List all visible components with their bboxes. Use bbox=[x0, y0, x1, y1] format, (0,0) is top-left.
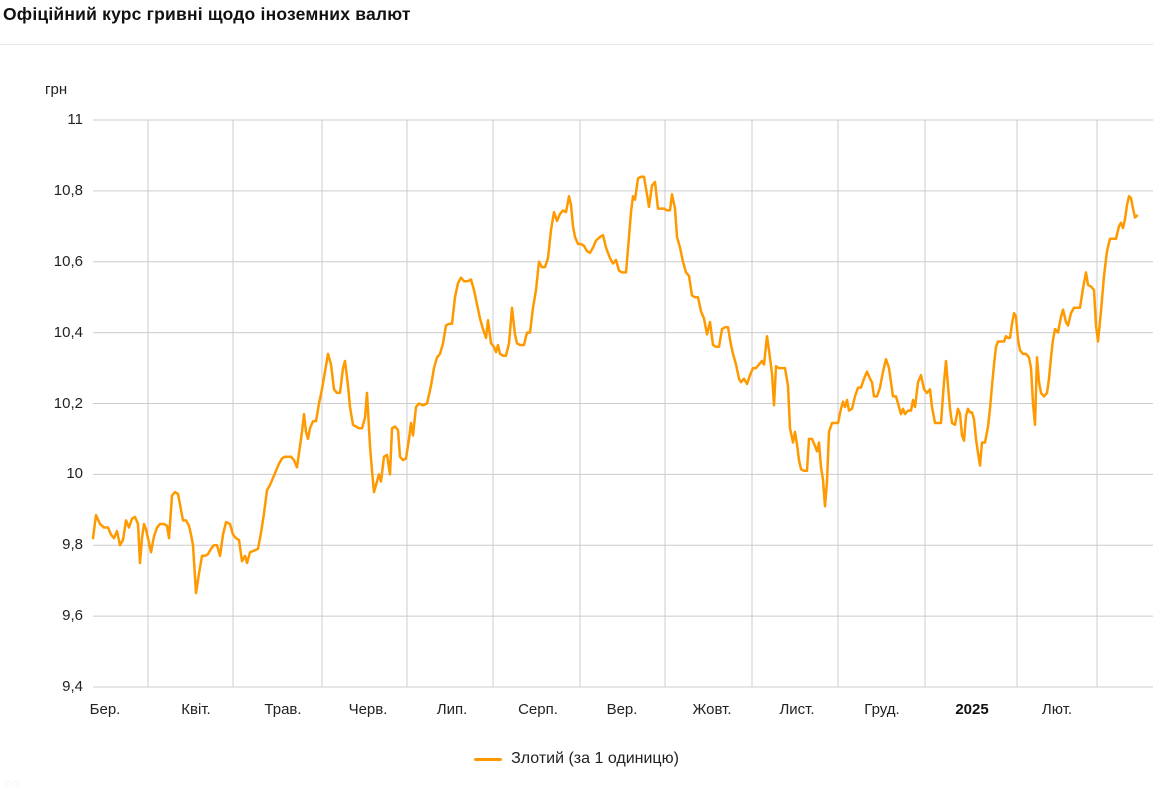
page-title: Офіційний курс гривні щодо іноземних вал… bbox=[3, 4, 411, 24]
y-tick-label: 10,8 bbox=[53, 181, 83, 199]
legend-line-swatch bbox=[474, 757, 503, 761]
x-tick-label: Лют. bbox=[1041, 701, 1073, 718]
x-tick-label: Лист. bbox=[779, 701, 815, 718]
y-axis: 11 10,8 10,6 10,4 10,2 10 9,8 9,6 9,4 bbox=[0, 0, 83, 793]
header-divider bbox=[0, 44, 1153, 45]
x-tick-label: Жовт. bbox=[692, 701, 732, 718]
x-tick-label: Вер. bbox=[606, 701, 638, 718]
x-tick-label: Бер. bbox=[89, 701, 121, 718]
x-tick-label: Трав. bbox=[264, 701, 302, 718]
y-tick-label: 9,4 bbox=[62, 678, 83, 695]
x-tick-label: Груд. bbox=[864, 701, 900, 718]
watermark-logo: ◌◌ bbox=[5, 778, 21, 790]
y-tick-label: 10,6 bbox=[53, 252, 83, 270]
y-tick-label: 10,4 bbox=[53, 323, 83, 341]
x-tick-label: 2025 bbox=[955, 701, 989, 718]
y-axis-unit-label: грн bbox=[45, 81, 68, 98]
series-line[interactable] bbox=[91, 175, 1139, 595]
x-tick-label: Квіт. bbox=[181, 701, 211, 718]
y-tick-label: 9,6 bbox=[62, 607, 83, 625]
x-tick-label: Лип. bbox=[436, 701, 468, 718]
x-tick-label: Черв. bbox=[348, 701, 388, 718]
y-tick-label: 9,8 bbox=[62, 536, 83, 554]
x-tick-label: Серп. bbox=[518, 701, 558, 718]
legend-label: Злотий (за 1 одиницю) bbox=[511, 750, 679, 767]
legend: Злотий (за 1 одиницю) bbox=[0, 750, 1153, 768]
y-tick-label: 10,2 bbox=[53, 394, 83, 412]
y-tick-label: 11 bbox=[67, 111, 83, 128]
y-tick-label: 10 bbox=[66, 465, 83, 483]
